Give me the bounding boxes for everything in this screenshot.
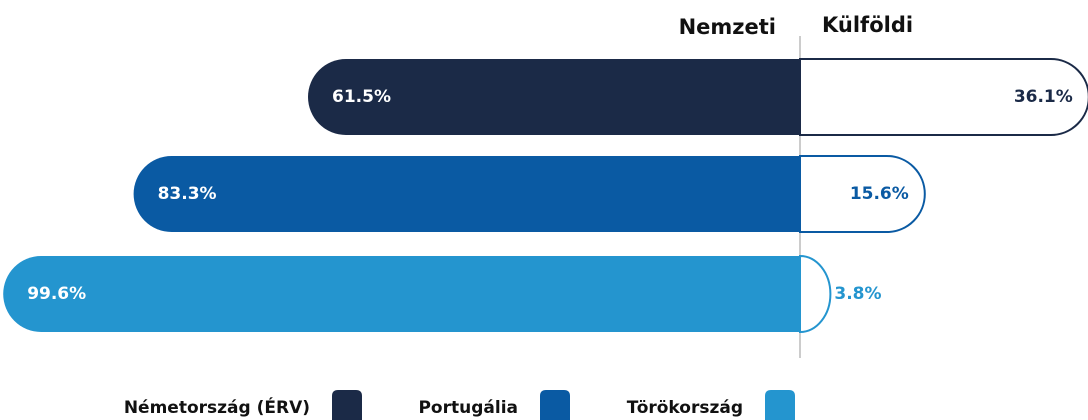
left-header: Nemzeti bbox=[679, 15, 776, 39]
bar-national bbox=[3, 256, 800, 332]
value-label: 36.1% bbox=[1014, 87, 1073, 107]
bar-national bbox=[308, 59, 800, 135]
value-label: 61.5% bbox=[332, 87, 391, 107]
bar-foreign bbox=[799, 58, 1088, 136]
right-header: Külföldi bbox=[822, 13, 913, 37]
bar-foreign bbox=[799, 155, 926, 233]
legend-label: Németország (ÉRV) bbox=[124, 396, 310, 418]
legend-label: Törökország bbox=[627, 398, 743, 418]
legend-swatch bbox=[540, 390, 570, 420]
bar-national bbox=[133, 156, 801, 232]
bar-foreign bbox=[799, 254, 832, 334]
value-label: 3.8% bbox=[834, 284, 881, 304]
value-label: 83.3% bbox=[158, 184, 217, 204]
value-label: 15.6% bbox=[850, 184, 909, 204]
value-label: 99.6% bbox=[27, 284, 86, 304]
legend-swatch bbox=[765, 390, 795, 420]
legend-label: Portugália bbox=[418, 398, 518, 418]
legend-swatch bbox=[332, 390, 362, 420]
